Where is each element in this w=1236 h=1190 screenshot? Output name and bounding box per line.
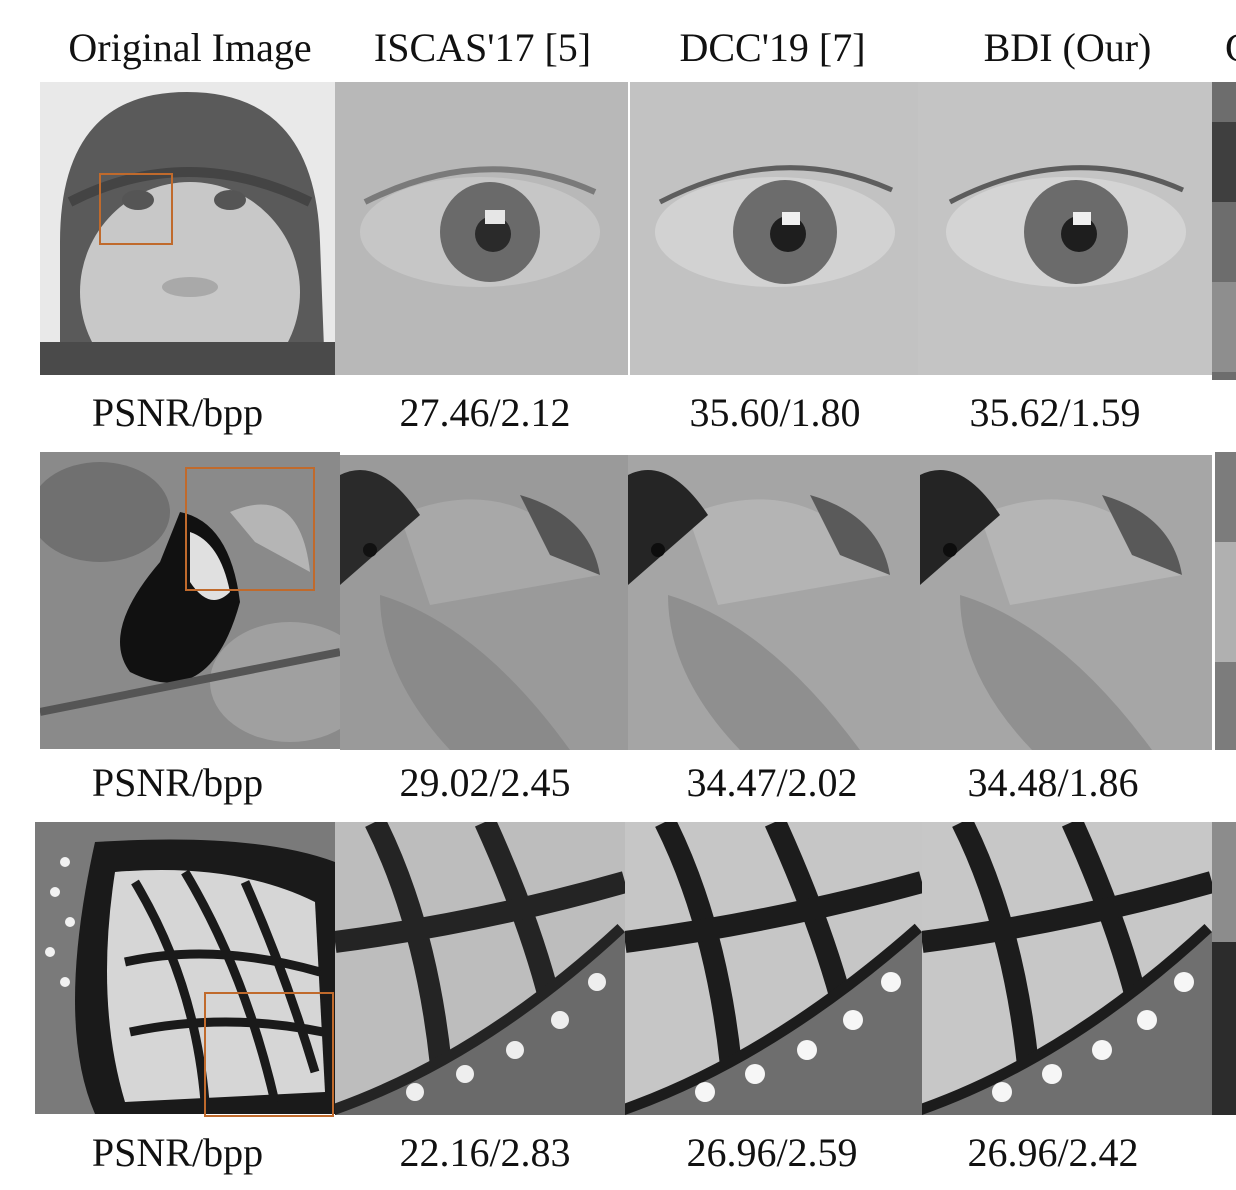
toucan-bdi-result: 34.48/1.86 (967, 760, 1139, 805)
toucan-zoom-region (185, 467, 315, 591)
butterfly-iscas17-crop (335, 822, 625, 1115)
toucan-dcc19-result: 34.47/2.02 (686, 760, 858, 805)
column-header-cropped: C (1225, 18, 1236, 78)
baby-bdi-result: 35.62/1.59 (969, 390, 1141, 435)
butterfly-metric-label: PSNR/bpp (91, 1130, 264, 1175)
toucan-original-image (40, 452, 340, 749)
column-header-dcc19: DCC'19 [7] (679, 25, 866, 70)
baby-dcc19-result: 35.60/1.80 (689, 390, 861, 435)
butterfly-original-image (35, 822, 335, 1114)
toucan-bdi-crop (920, 455, 1212, 750)
column-header-iscas17: ISCAS'17 [5] (373, 25, 592, 70)
baby-zoom-region (99, 173, 173, 245)
butterfly-dcc19-result: 26.96/2.59 (686, 1130, 858, 1175)
butterfly-bdi-crop (922, 822, 1212, 1115)
toucan-cropped-column-image (1215, 452, 1236, 750)
butterfly-bdi-result: 26.96/2.42 (967, 1130, 1139, 1175)
column-header-original: Original Image (68, 25, 312, 70)
toucan-iscas17-result: 29.02/2.45 (399, 760, 571, 805)
butterfly-zoom-region (204, 992, 334, 1117)
butterfly-iscas17-result: 22.16/2.83 (399, 1130, 571, 1175)
butterfly-dcc19-crop (625, 822, 922, 1115)
baby-metric-label: PSNR/bpp (91, 390, 264, 435)
baby-dcc19-crop (630, 82, 918, 375)
baby-iscas17-result: 27.46/2.12 (399, 390, 571, 435)
baby-original-image (40, 82, 335, 375)
baby-bdi-crop (918, 82, 1212, 375)
butterfly-cropped-column-image (1212, 822, 1236, 1115)
baby-cropped-column-image (1212, 82, 1236, 380)
baby-iscas17-crop (335, 82, 628, 375)
column-header-bdi: BDI (Our) (983, 25, 1152, 70)
toucan-metric-label: PSNR/bpp (91, 760, 264, 805)
toucan-dcc19-crop (628, 455, 920, 750)
toucan-iscas17-crop (340, 455, 628, 750)
